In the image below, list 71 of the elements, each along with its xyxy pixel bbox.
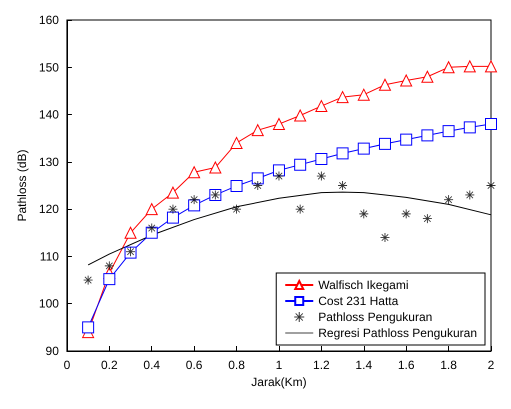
y-axis-title: Pathloss (dB)	[15, 149, 29, 222]
point	[166, 186, 179, 199]
legend-label: Pathloss Pengukuran	[318, 310, 432, 324]
point	[336, 147, 349, 160]
point	[230, 180, 243, 192]
point	[486, 181, 496, 190]
x-tick-label: 0.4	[143, 358, 160, 372]
point	[400, 74, 412, 87]
point	[168, 204, 178, 214]
point	[464, 121, 476, 134]
legend-label: Cost 231 Hatta	[318, 294, 399, 308]
point	[188, 199, 200, 212]
x-tick-label: 0	[64, 358, 71, 372]
point	[442, 61, 455, 74]
point	[103, 273, 116, 286]
point	[378, 138, 391, 150]
point	[485, 118, 497, 130]
point	[84, 276, 93, 285]
x-axis-title: Jarak(Km)	[251, 374, 307, 389]
point	[296, 204, 305, 214]
y-tick-label: 150	[38, 60, 60, 74]
x-tick-label: 2	[488, 358, 495, 372]
point	[421, 70, 434, 83]
point	[315, 153, 328, 166]
x-tick-label: 0.8	[228, 358, 246, 372]
y-tick-label: 120	[38, 202, 60, 216]
point	[358, 142, 370, 155]
x-tick-label: 1.2	[313, 358, 330, 372]
point	[400, 134, 412, 146]
point	[421, 129, 434, 142]
x-tick-label: 1.4	[355, 358, 372, 372]
y-tick-label: 140	[38, 108, 60, 122]
point	[209, 162, 222, 174]
point	[82, 321, 94, 334]
point	[252, 124, 264, 136]
point	[274, 172, 284, 181]
point	[146, 203, 158, 216]
point	[402, 209, 411, 218]
point	[358, 88, 370, 101]
point	[190, 195, 199, 204]
y-tick-label: 100	[38, 296, 60, 311]
y-tick-label: 110	[40, 249, 60, 264]
point	[422, 214, 432, 224]
point	[485, 60, 497, 72]
point	[124, 226, 137, 239]
point	[378, 78, 391, 91]
y-tick-label: 90	[46, 344, 60, 358]
legend-label: Walfisch Ikegami	[318, 278, 408, 292]
x-tick-label: 1.8	[440, 358, 458, 372]
point	[294, 110, 306, 122]
point	[464, 60, 476, 72]
point	[252, 172, 264, 184]
x-tick-label: 0.2	[100, 358, 118, 372]
point	[380, 233, 390, 242]
point	[166, 212, 179, 224]
point	[272, 118, 285, 130]
y-tick-label: 130	[38, 154, 60, 169]
point	[338, 181, 348, 190]
point	[336, 91, 349, 104]
point	[442, 125, 455, 138]
point	[230, 136, 243, 149]
y-tick-label: 160	[38, 13, 60, 27]
point	[104, 261, 114, 270]
point	[232, 204, 242, 214]
legend-label: Regresi Pathloss Pengukuran	[318, 326, 478, 340]
point	[315, 100, 328, 112]
x-tick-label: 0.6	[186, 358, 203, 372]
x-tick-label: 1.6	[398, 358, 415, 372]
point	[294, 158, 306, 171]
x-tick-label: 1	[276, 358, 283, 372]
point	[188, 166, 200, 178]
